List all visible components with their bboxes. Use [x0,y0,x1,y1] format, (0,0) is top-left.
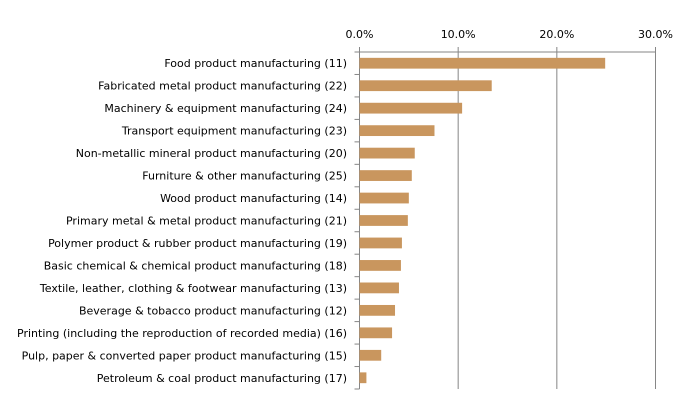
category-label: Non-metallic mineral product manufacturi… [76,147,347,160]
bar [359,215,408,226]
x-tick-label: 30.0% [638,28,673,41]
bar [359,327,393,339]
category-label: Basic chemical & chemical product manufa… [44,259,347,272]
category-label: Transport equipment manufacturing (23) [121,125,347,138]
bar [359,125,435,137]
category-label: Furniture & other manufacturing (25) [142,170,347,183]
x-tick-label: 20.0% [539,28,574,41]
bar [359,237,402,249]
category-label: Polymer product & rubber product manufac… [48,237,347,250]
category-label: Fabricated metal product manufacturing (… [98,80,347,93]
category-label: Pulp, paper & converted paper product ma… [22,349,347,362]
x-tick-label: 10.0% [441,28,476,41]
bar [359,372,367,384]
category-label: Wood product manufacturing (14) [160,192,347,205]
category-label: Printing (including the reproduction of … [17,327,347,340]
bar [359,192,409,204]
bar [359,57,606,69]
bar [359,260,401,271]
category-label: Petroleum & coal product manufacturing (… [97,372,347,385]
bar [359,80,492,92]
bar [359,147,415,159]
x-tick-label: 0.0% [346,28,374,41]
category-label: Textile, leather, clothing & footwear ma… [39,282,347,295]
category-label: Primary metal & metal product manufactur… [66,215,347,228]
bar [359,349,382,361]
bar [359,282,399,294]
category-label: Beverage & tobacco product manufacturing… [79,304,347,317]
bar [359,170,412,181]
bar [359,102,463,114]
category-label: Machinery & equipment manufacturing (24) [104,102,347,115]
bar [359,304,396,316]
category-label: Food product manufacturing (11) [164,57,347,70]
